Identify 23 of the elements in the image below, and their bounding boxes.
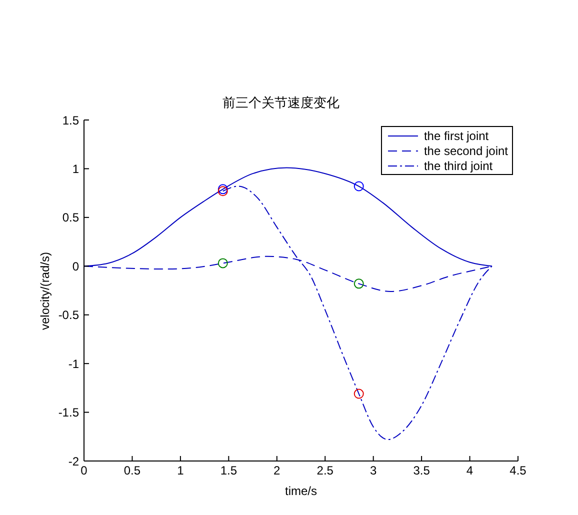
y-tick-label: -1.5 [58, 406, 80, 420]
x-tick-label: 2.5 [316, 464, 334, 478]
chart-title: 前三个关节速度变化 [222, 94, 340, 112]
x-tick-label: 4 [466, 464, 474, 478]
y-tick-label: -1 [68, 356, 80, 371]
legend-label: the first joint [424, 128, 489, 142]
x-tick-label: 3.5 [413, 464, 430, 478]
y-tick-label: 0.5 [62, 210, 80, 225]
y-tick-label: 0 [72, 259, 80, 274]
x-tick-label: 3 [370, 464, 377, 478]
y-tick-label: 1 [72, 162, 80, 176]
x-axis-title: time/s [284, 484, 318, 498]
x-tick-label: 0.5 [124, 464, 141, 478]
x-tick-label: 1.5 [220, 464, 238, 478]
legend-label: the second joint [424, 144, 508, 158]
y-tick-label: -0.5 [58, 308, 80, 322]
legend-label: the third joint [424, 158, 493, 172]
y-tick-label: 1.5 [62, 113, 80, 128]
y-tick-label: -2 [68, 454, 80, 468]
x-tick-label: 2 [274, 464, 281, 478]
x-tick-label: 1 [177, 464, 184, 478]
y-axis-title: velocity/(rad/s) [38, 251, 52, 330]
x-tick-label: 4.5 [510, 464, 527, 478]
